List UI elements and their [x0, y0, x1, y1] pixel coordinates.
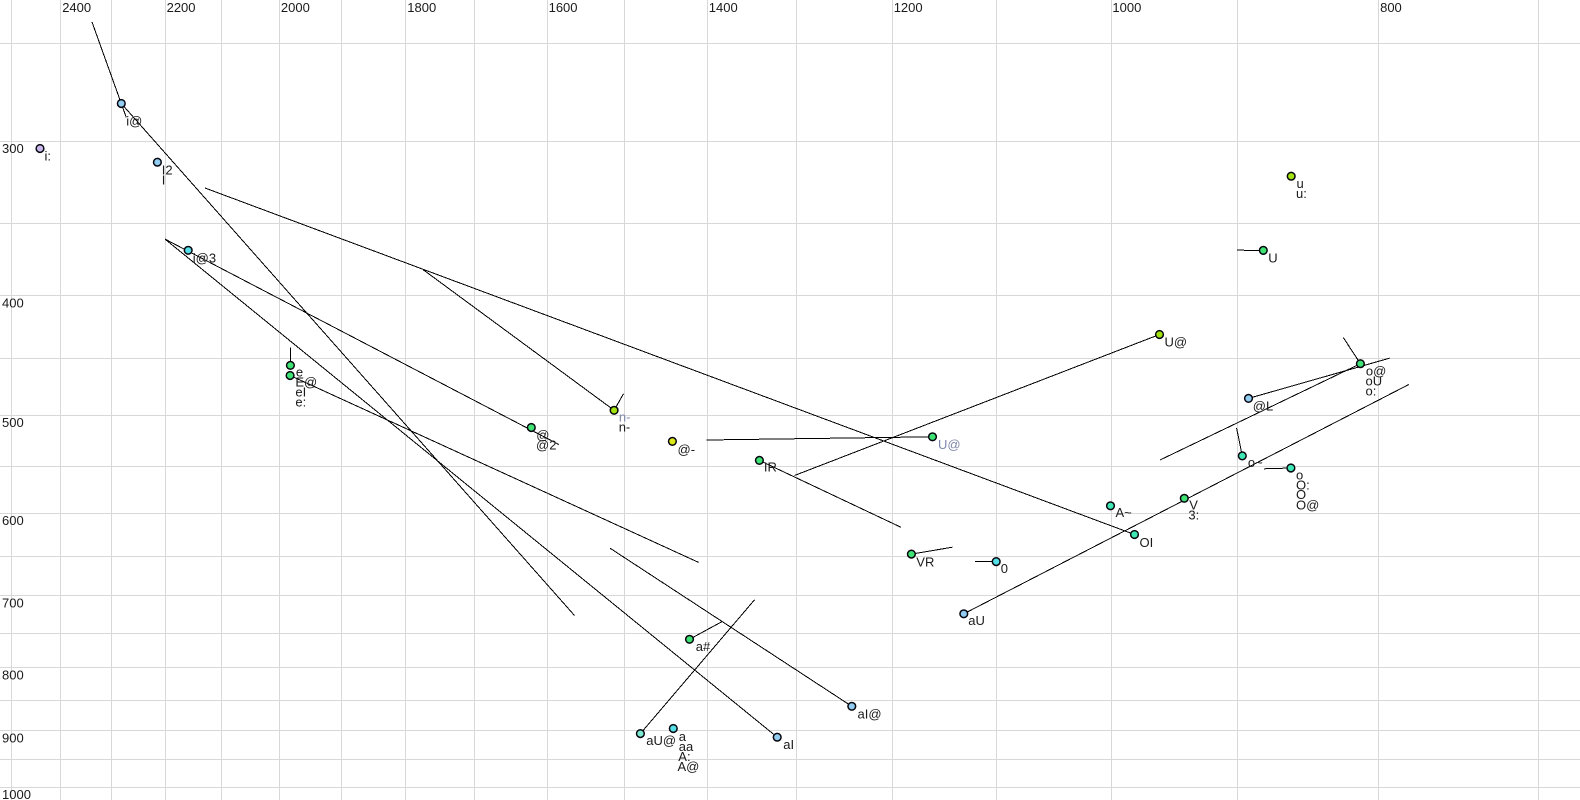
svg-text:A~: A~ [1116, 505, 1133, 520]
svg-text:E@: E@ [295, 375, 317, 390]
svg-text:@-: @- [678, 442, 696, 457]
svg-text:2000: 2000 [281, 0, 310, 15]
svg-text:aI@: aI@ [858, 707, 882, 722]
svg-text:I: I [162, 172, 166, 187]
svg-text:e:: e: [295, 395, 306, 410]
svg-text:400: 400 [2, 295, 24, 310]
svg-text:1000: 1000 [1112, 0, 1141, 15]
svg-text:700: 700 [2, 596, 24, 611]
svg-text:U@: U@ [1165, 335, 1188, 350]
svg-text:i@3: i@3 [193, 250, 216, 265]
svg-text:1600: 1600 [549, 0, 578, 15]
svg-text:O: O [1296, 487, 1306, 502]
svg-text:3:: 3: [1188, 508, 1199, 523]
svg-text:0: 0 [1001, 561, 1008, 576]
svg-text:aa: aa [679, 739, 694, 754]
svg-text:oU: oU [1366, 374, 1383, 389]
svg-text:I2: I2 [162, 162, 173, 177]
svg-text:O:: O: [1296, 478, 1310, 493]
svg-text:A@: A@ [678, 759, 700, 774]
svg-text:1200: 1200 [894, 0, 923, 15]
svg-text:U@: U@ [938, 437, 961, 452]
svg-text:n-: n- [619, 420, 631, 435]
svg-text:U: U [1268, 250, 1277, 265]
svg-text:o:: o: [1366, 384, 1377, 399]
svg-text:600: 600 [2, 513, 24, 528]
svg-text:aU@: aU@ [646, 733, 676, 748]
svg-text:u: u [1297, 176, 1304, 191]
svg-text:V: V [1189, 498, 1198, 513]
svg-text:@L: @L [1253, 399, 1273, 414]
svg-text:900: 900 [2, 731, 24, 746]
svg-text:a#: a# [696, 639, 711, 654]
svg-text:aI: aI [783, 737, 794, 752]
svg-text:o: o [1296, 468, 1303, 483]
svg-text:2400: 2400 [62, 0, 91, 15]
svg-text:IR: IR [764, 460, 777, 475]
svg-text:a: a [679, 729, 687, 744]
svg-text:n-: n- [619, 410, 631, 425]
svg-text:e: e [296, 365, 303, 380]
svg-text:@2: @2 [536, 438, 556, 453]
svg-text:1800: 1800 [407, 0, 436, 15]
svg-text:800: 800 [2, 667, 24, 682]
svg-text:i@: i@ [126, 113, 142, 128]
svg-text:eI: eI [295, 385, 306, 400]
svg-text:VR: VR [916, 554, 934, 569]
svg-text:1400: 1400 [709, 0, 738, 15]
svg-text:2200: 2200 [167, 0, 196, 15]
svg-text:1000: 1000 [2, 787, 31, 800]
svg-text:@: @ [536, 428, 549, 443]
svg-text:OI: OI [1140, 535, 1154, 550]
svg-text:A:: A: [678, 749, 690, 764]
svg-text:300: 300 [2, 141, 24, 156]
svg-text:O@: O@ [1296, 498, 1319, 513]
svg-text:500: 500 [2, 415, 24, 430]
svg-text:u:: u: [1296, 186, 1307, 201]
svg-text:o~: o~ [1248, 455, 1263, 470]
svg-text:i:: i: [45, 149, 52, 164]
svg-text:aU: aU [968, 613, 985, 628]
svg-text:800: 800 [1380, 0, 1402, 15]
svg-text:o@: o@ [1366, 364, 1386, 379]
